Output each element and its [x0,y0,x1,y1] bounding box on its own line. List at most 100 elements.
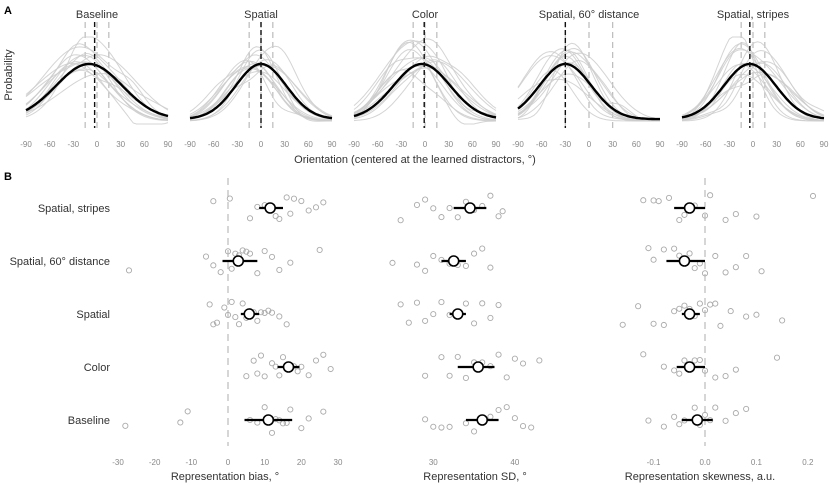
participant-point [495,213,502,220]
subplot-title: Spatial, stripes [717,9,790,21]
participant-point [650,197,657,204]
x-tick-label: 0 [226,458,231,467]
x-tick-label: -60 [44,140,56,149]
x-tick-label: 60 [468,140,477,149]
x-tick-label: -90 [348,140,360,149]
x-tick-label: 90 [492,140,501,149]
x-tick-label: -10 [186,458,198,467]
mean-point [232,255,245,267]
participant-point [712,300,719,307]
participant-curve [517,52,661,120]
participant-curve [25,46,169,118]
participant-point [422,416,429,423]
participant-point [671,367,678,374]
participant-point [430,311,437,318]
participant-point [438,424,445,431]
participant-curve [353,65,497,117]
x-tick-label: 90 [328,140,337,149]
participant-point [640,351,647,358]
panel-b-representation-scatter: Spatial, stripes Spatial, 60° distance Spa… [10,178,817,483]
participant-point [298,363,305,370]
participant-point [272,213,279,220]
participant-point [438,256,445,263]
mean-curve [353,62,497,119]
x-tick-label: 0 [751,140,756,149]
participant-point [228,265,235,272]
participant-point [320,199,327,206]
participant-point [758,268,765,275]
participant-curve [25,52,169,120]
density-subplot: Spatial, 60° distance -90 -60 -30 0 30 60 90 [512,9,665,149]
mean-point [476,414,489,426]
density-subplot: Color -90 -60 -30 0 30 60 90 [348,9,501,149]
participant-point [503,374,510,381]
participant-point [511,415,518,422]
participant-point [536,357,543,364]
participant-point [727,308,734,315]
participant-point [239,300,246,307]
participant-point [487,264,494,271]
participant-point [122,422,129,429]
participant-point [722,373,729,380]
mean-point [282,361,295,373]
participant-point [224,248,232,255]
participant-point [462,420,469,427]
participant-point [257,309,265,316]
participant-point [254,370,261,377]
participant-point [422,317,429,324]
x-axis-label: Representation skewness, a.u. [625,471,775,483]
mean-curve [681,62,825,120]
participant-point [701,411,709,418]
participant-point [213,319,221,326]
x-tick-label: 60 [140,140,149,149]
participant-point [202,253,210,260]
participant-point [422,267,429,274]
participant-point [528,424,535,431]
participant-point [471,320,478,327]
participant-point [753,213,760,220]
participant-point [422,372,429,379]
participant-point [732,410,739,417]
participant-point [676,252,683,259]
participant-point [686,250,693,257]
x-tick-label: 30 [116,140,125,149]
participant-curve [681,73,825,121]
x-tick-label: 90 [656,140,665,149]
participant-point [283,321,290,328]
x-tick-label: -30 [232,140,244,149]
participant-point [254,270,261,277]
density-subplot: Spatial, stripes -90 -60 -30 0 30 60 90 [676,9,829,149]
participant-curve [25,55,169,122]
participant-point [773,354,781,361]
x-tick-label: -30 [68,140,80,149]
panel-a-density-curves: Probability Orientation (centered at the … [3,9,829,166]
participant-point [495,301,502,309]
mean-point [683,361,696,373]
participant-point [397,301,404,308]
participant-point [272,363,279,370]
x-tick-label: -0.1 [647,458,661,467]
participant-point [430,205,437,212]
x-tick-label: 30 [772,140,781,149]
participant-point [446,205,453,212]
participant-point [722,417,729,424]
participant-point [210,198,217,205]
mean-point [243,308,256,320]
participant-point [681,357,688,364]
mean-point [683,308,696,320]
participant-point [503,404,510,411]
x-tick-label: 0.1 [751,458,763,467]
participant-point [226,195,233,202]
participant-curve [681,43,824,122]
row-label: Spatial, stripes [38,203,111,215]
participant-curve [517,70,660,122]
participant-point [320,351,327,358]
x-tick-label: 90 [820,140,829,149]
participant-point [239,247,246,254]
participant-point [665,194,673,201]
participant-curve [681,62,825,121]
participant-point [707,192,714,199]
mean-curve [25,62,169,118]
participant-point [261,404,268,411]
participant-point [298,425,305,432]
